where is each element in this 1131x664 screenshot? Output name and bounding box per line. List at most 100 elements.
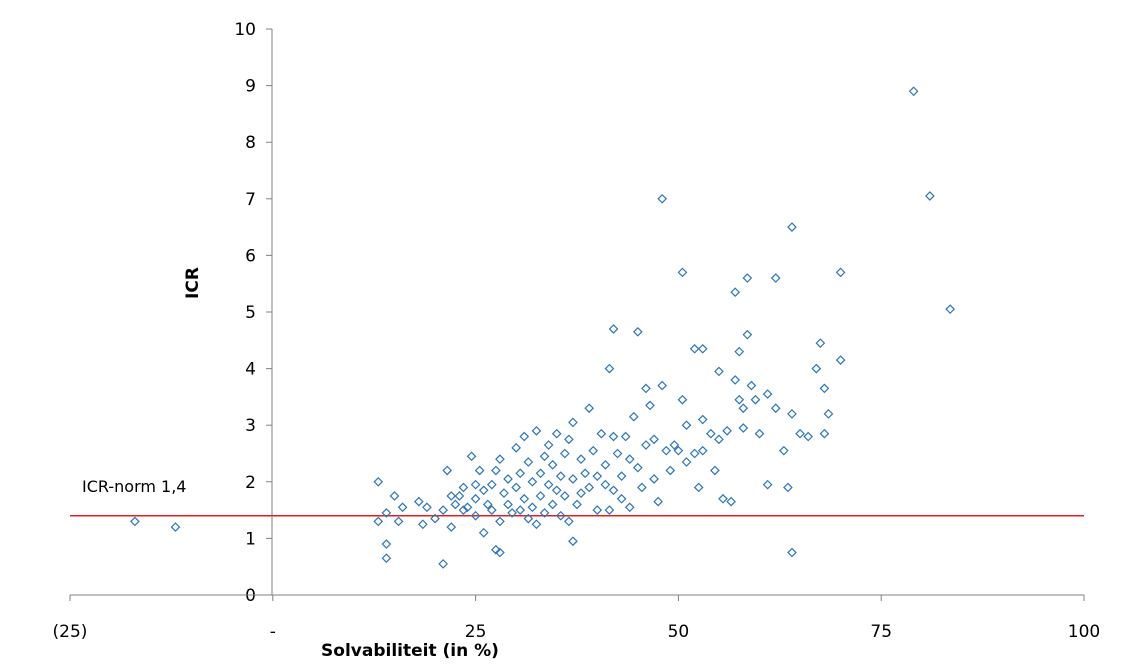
y-tick-label: 3 — [245, 416, 256, 436]
data-point — [754, 428, 765, 439]
data-point — [815, 338, 826, 348]
data-point — [389, 491, 400, 501]
data-point — [503, 499, 513, 510]
data-point — [547, 459, 558, 470]
data-point — [819, 383, 830, 394]
data-point — [592, 505, 603, 515]
data-point — [519, 431, 530, 442]
data-point — [568, 417, 578, 428]
data-point — [657, 193, 668, 204]
data-point — [689, 343, 700, 354]
y-tick-label: 2 — [245, 473, 256, 493]
data-point — [442, 465, 453, 476]
data-point — [925, 191, 935, 201]
data-point — [515, 468, 526, 479]
data-point — [681, 457, 692, 467]
data-point — [677, 394, 688, 405]
data-point — [787, 222, 797, 232]
data-point — [539, 508, 550, 518]
data-point — [770, 403, 781, 414]
y-tick-label: 0 — [245, 586, 256, 606]
data-point — [835, 355, 846, 365]
data-point — [170, 522, 181, 532]
data-point — [531, 519, 542, 530]
data-point — [616, 493, 627, 504]
data-point — [945, 304, 956, 315]
data-point — [466, 451, 477, 462]
data-point — [770, 273, 781, 283]
data-point — [762, 389, 773, 399]
data-point — [718, 493, 728, 504]
data-point — [381, 539, 392, 549]
data-point — [462, 502, 473, 513]
data-point — [511, 442, 522, 453]
data-point — [486, 505, 497, 515]
data-point — [681, 420, 692, 431]
data-point — [564, 516, 574, 527]
data-point — [474, 465, 485, 476]
data-point — [555, 471, 566, 481]
data-point — [454, 491, 465, 501]
data-point — [373, 476, 384, 487]
data-point — [470, 479, 481, 490]
data-point — [438, 559, 449, 569]
data-point — [697, 445, 708, 456]
data-point — [531, 426, 542, 436]
data-point — [762, 479, 773, 490]
data-point — [495, 516, 505, 527]
data-point — [908, 86, 919, 97]
data-point — [803, 431, 814, 442]
data-point — [495, 547, 505, 558]
data-point — [446, 491, 457, 501]
data-point — [604, 363, 615, 374]
data-point — [491, 465, 501, 476]
data-point — [632, 326, 643, 337]
x-tick-label: 75 — [870, 622, 892, 642]
data-point — [697, 343, 708, 354]
y-tick-label: 4 — [245, 360, 256, 380]
data-point — [835, 267, 846, 278]
data-point — [450, 499, 461, 510]
data-point — [559, 448, 570, 459]
y-tick-label: 10 — [234, 20, 256, 40]
data-point — [600, 459, 611, 470]
data-point — [499, 488, 509, 498]
data-point — [742, 273, 753, 283]
data-point — [458, 482, 469, 493]
y-tick-label: 6 — [245, 246, 256, 266]
data-point — [738, 423, 749, 433]
y-tick-label: 5 — [245, 303, 256, 323]
data-point — [568, 474, 578, 484]
data-point — [637, 482, 647, 493]
data-point — [697, 414, 708, 425]
data-point — [413, 496, 424, 507]
data-point — [783, 482, 793, 493]
data-point — [576, 488, 586, 498]
data-point — [478, 527, 489, 538]
data-point — [750, 394, 761, 405]
data-point — [787, 547, 797, 558]
data-point — [608, 324, 619, 334]
data-point — [823, 409, 834, 419]
data-point — [470, 510, 481, 521]
data-point — [381, 508, 392, 518]
data-point — [620, 431, 631, 442]
data-point — [393, 516, 404, 527]
data-point — [478, 485, 489, 496]
data-point — [507, 508, 517, 518]
data-point — [714, 434, 724, 445]
data-point — [539, 451, 550, 462]
data-point — [795, 428, 805, 439]
data-point — [397, 502, 408, 513]
data-point — [543, 440, 554, 450]
data-point — [519, 493, 530, 504]
data-point — [535, 468, 546, 479]
data-point — [645, 400, 655, 411]
data-point — [811, 363, 822, 374]
data-point — [535, 491, 546, 501]
data-point — [705, 428, 716, 439]
data-point — [738, 403, 749, 414]
data-point — [584, 403, 595, 414]
data-point — [734, 346, 745, 357]
